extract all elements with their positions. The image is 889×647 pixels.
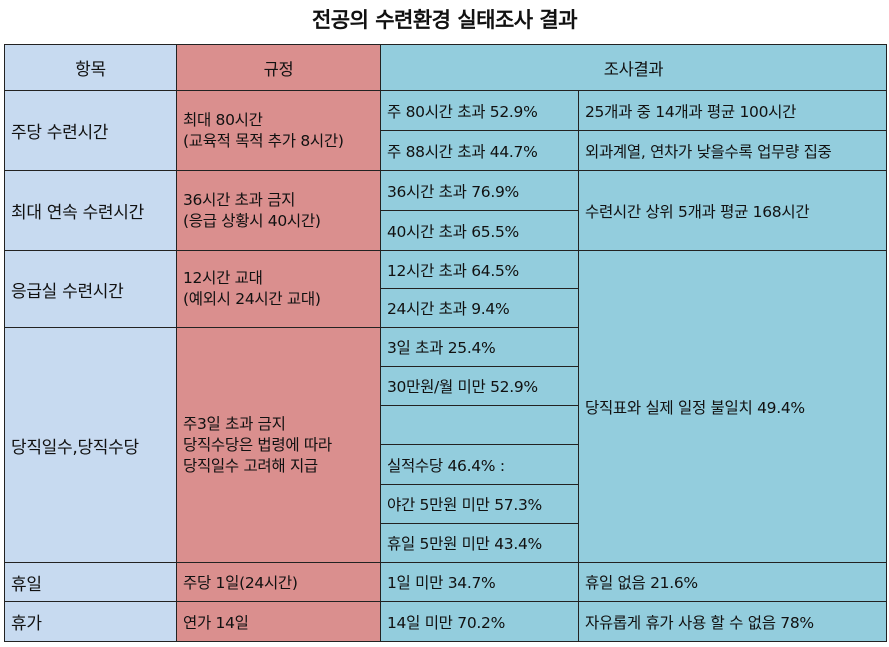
table-row: 휴가 연가 14일 14일 미만 70.2% 자유롭게 휴가 사용 할 수 없음… — [4, 601, 887, 642]
result-cell: 30만원/월 미만 52.9% — [380, 366, 579, 406]
rule-cell: 12시간 교대 (예외시 24시간 교대) — [176, 250, 381, 328]
note-cell: 당직표와 실제 일정 불일치 49.4% — [578, 250, 887, 563]
rule-line: 당직수당은 법령에 따라 — [183, 435, 332, 454]
item-cell: 응급실 수련시간 — [4, 250, 177, 328]
rule-line: 36시간 초과 금지 — [183, 190, 296, 209]
rule-line: 주3일 초과 금지 — [183, 414, 286, 433]
table-row: 휴일 주당 1일(24시간) 1일 미만 34.7% 휴일 없음 21.6% — [4, 562, 887, 602]
result-cell — [380, 405, 579, 445]
note-cell: 외과계열, 연차가 낮을수록 업무량 집중 — [578, 130, 887, 171]
item-cell: 주당 수련시간 — [4, 90, 177, 171]
header-rule: 규정 — [176, 44, 381, 91]
header-result: 조사결과 — [380, 44, 887, 91]
result-cell: 24시간 초과 9.4% — [380, 288, 579, 328]
result-cell: 3일 초과 25.4% — [380, 327, 579, 367]
result-cell: 주 80시간 초과 52.9% — [380, 90, 579, 131]
result-cell: 실적수당 46.4% : — [380, 444, 579, 485]
rule-cell: 연가 14일 — [176, 601, 381, 642]
rule-line: (응급 상황시 40시간) — [183, 211, 321, 230]
result-cell: 14일 미만 70.2% — [380, 601, 579, 642]
table-row: 당직일수,당직수당 주3일 초과 금지 당직수당은 법령에 따라 당직일수 고려… — [4, 327, 887, 563]
rule-cell: 36시간 초과 금지 (응급 상황시 40시간) — [176, 170, 381, 251]
rule-line: 당직일수 고려해 지급 — [183, 456, 318, 475]
table-row: 실적수당 46.4% : — [5, 444, 887, 485]
result-cell: 36시간 초과 76.9% — [380, 170, 579, 211]
rule-cell: 최대 80시간 (교육적 목적 추가 8시간) — [176, 90, 381, 171]
table-row: 최대 연속 수련시간 36시간 초과 금지 (응급 상황시 40시간) 36시간… — [4, 170, 887, 251]
result-cell: 주 88시간 초과 44.7% — [380, 130, 579, 171]
table-row — [5, 405, 887, 445]
rule-line: 12시간 교대 — [183, 269, 263, 287]
item-cell: 최대 연속 수련시간 — [4, 170, 177, 251]
table-row: 응급실 수련시간 12시간 교대 (예외시 24시간 교대) 12시간 초과 6… — [4, 250, 887, 563]
table-row: 휴일 5만원 미만 43.4% — [5, 523, 887, 563]
rule-line: (예외시 24시간 교대) — [183, 290, 321, 308]
note-cell: 자유롭게 휴가 사용 할 수 없음 78% — [578, 601, 887, 642]
note-cell: 수련시간 상위 5개과 평균 168시간 — [578, 170, 887, 251]
result-cell: 야간 5만원 미만 57.3% — [380, 484, 579, 524]
survey-results-table: 항목 규정 조사결과 주당 수련시간 최대 80시간 (교육적 목적 추가 8시… — [4, 44, 887, 642]
item-cell: 휴일 — [4, 562, 177, 602]
rule-cell: 주당 1일(24시간) — [176, 562, 381, 602]
rule-line: (교육적 목적 추가 8시간) — [183, 131, 344, 150]
table-row: 야간 5만원 미만 57.3% — [5, 484, 887, 524]
result-cell: 휴일 5만원 미만 43.4% — [380, 523, 579, 563]
rule-cell: 주3일 초과 금지 당직수당은 법령에 따라 당직일수 고려해 지급 — [176, 327, 381, 563]
result-cell: 1일 미만 34.7% — [380, 562, 579, 602]
item-cell: 당직일수,당직수당 — [4, 327, 177, 563]
rule-line: 최대 80시간 — [183, 110, 263, 129]
table-title: 전공의 수련환경 실태조사 결과 — [311, 8, 578, 32]
item-cell: 휴가 — [4, 601, 177, 642]
result-cell: 40시간 초과 65.5% — [380, 210, 579, 251]
header-item: 항목 — [4, 44, 177, 91]
result-cell: 12시간 초과 64.5% — [380, 250, 579, 289]
header-row: 항목 규정 조사결과 — [4, 44, 887, 91]
note-cell: 25개과 중 14개과 평균 100시간 — [578, 90, 887, 131]
table-row: 24시간 초과 9.4% — [5, 288, 887, 328]
table-row: 주 88시간 초과 44.7% 외과계열, 연차가 낮을수록 업무량 집중 — [5, 130, 887, 171]
table-row: 주당 수련시간 최대 80시간 (교육적 목적 추가 8시간) 주 80시간 초… — [4, 90, 887, 171]
note-cell: 휴일 없음 21.6% — [578, 562, 887, 602]
